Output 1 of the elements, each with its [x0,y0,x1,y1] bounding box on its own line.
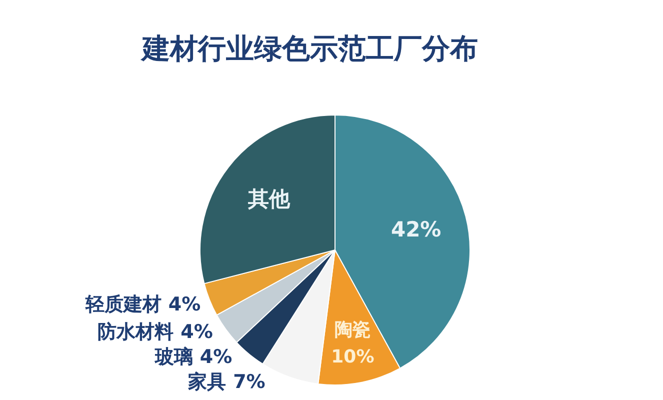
title: 建材行业绿色示范工厂分布 [142,32,478,65]
